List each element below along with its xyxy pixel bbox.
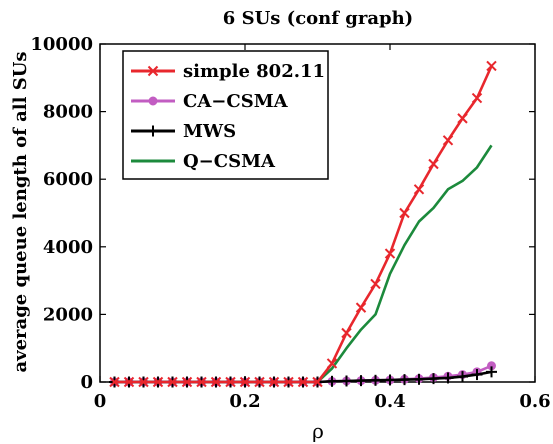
- data-point-0: [181, 376, 193, 388]
- legend-label: MWS: [183, 121, 236, 142]
- y-tick-label: 10000: [30, 34, 93, 55]
- data-point-0: [239, 376, 251, 388]
- y-tick-label: 0: [80, 372, 93, 393]
- data-point-0: [457, 113, 468, 124]
- data-point-0: [471, 92, 483, 104]
- data-point-0: [283, 376, 294, 388]
- data-point-0: [225, 376, 236, 388]
- y-tick-label: 2000: [43, 304, 93, 325]
- data-point-0: [486, 60, 497, 72]
- x-axis-label: ρ: [312, 419, 324, 443]
- chart-title: 6 SUs (conf graph): [223, 8, 413, 29]
- y-tick-label: 8000: [43, 102, 93, 123]
- data-point-0: [109, 376, 120, 388]
- plot-area: 0 0.2 0.4 0.6 0 2000 4000 6000 8000 10000 simple 8…: [30, 34, 550, 412]
- legend-label: simple 802.11: [183, 61, 325, 82]
- data-point-0: [384, 248, 396, 259]
- legend-label: Q−CSMA: [183, 151, 276, 172]
- x-tick-label: 0.4: [374, 391, 405, 412]
- x-tick-label: 0: [94, 391, 107, 412]
- data-point-0: [210, 376, 222, 388]
- data-point-0: [254, 376, 265, 388]
- legend-label: CA−CSMA: [183, 91, 289, 112]
- data-point-0: [297, 376, 309, 388]
- data-point-0: [326, 358, 338, 369]
- y-tick-label: 6000: [43, 169, 93, 190]
- data-point-0: [355, 302, 367, 313]
- data-point-0: [268, 376, 280, 388]
- y-tick-label: 4000: [43, 237, 93, 258]
- data-point-0: [196, 376, 207, 388]
- data-point-0: [442, 135, 454, 146]
- data-point-0: [167, 376, 178, 388]
- data-point-0: [152, 376, 164, 388]
- series-line-3: [114, 144, 493, 384]
- data-point-0: [138, 376, 149, 388]
- y-axis-label: average queue length of all SUs: [10, 51, 31, 372]
- data-point-0: [428, 158, 439, 170]
- x-tick-label: 0.6: [519, 391, 550, 412]
- data-point-0: [341, 327, 352, 339]
- x-tick-label: 0.2: [229, 391, 260, 412]
- legend-marker: [147, 65, 159, 77]
- data-point-0: [413, 184, 425, 195]
- data-point-0: [399, 207, 410, 219]
- data-point-0: [370, 278, 381, 290]
- legend-marker: [148, 96, 158, 106]
- data-point-0: [123, 376, 135, 388]
- data-point-0: [312, 376, 323, 388]
